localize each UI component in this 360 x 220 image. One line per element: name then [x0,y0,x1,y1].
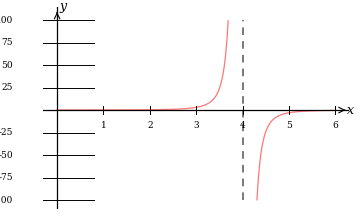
Text: 25: 25 [1,83,13,92]
Text: x: x [347,104,354,117]
Text: 6: 6 [332,121,338,130]
Text: y: y [59,0,67,13]
Text: -100: -100 [0,196,13,205]
Text: -75: -75 [0,173,13,182]
Text: 50: 50 [1,61,13,70]
Text: 5: 5 [286,121,292,130]
Text: 3: 3 [193,121,199,130]
Text: 75: 75 [1,38,13,47]
Text: -25: -25 [0,128,13,137]
Text: 4: 4 [240,121,246,130]
Text: -50: -50 [0,150,13,160]
Text: 2: 2 [147,121,153,130]
Text: 100: 100 [0,16,13,25]
Text: 1: 1 [100,121,106,130]
